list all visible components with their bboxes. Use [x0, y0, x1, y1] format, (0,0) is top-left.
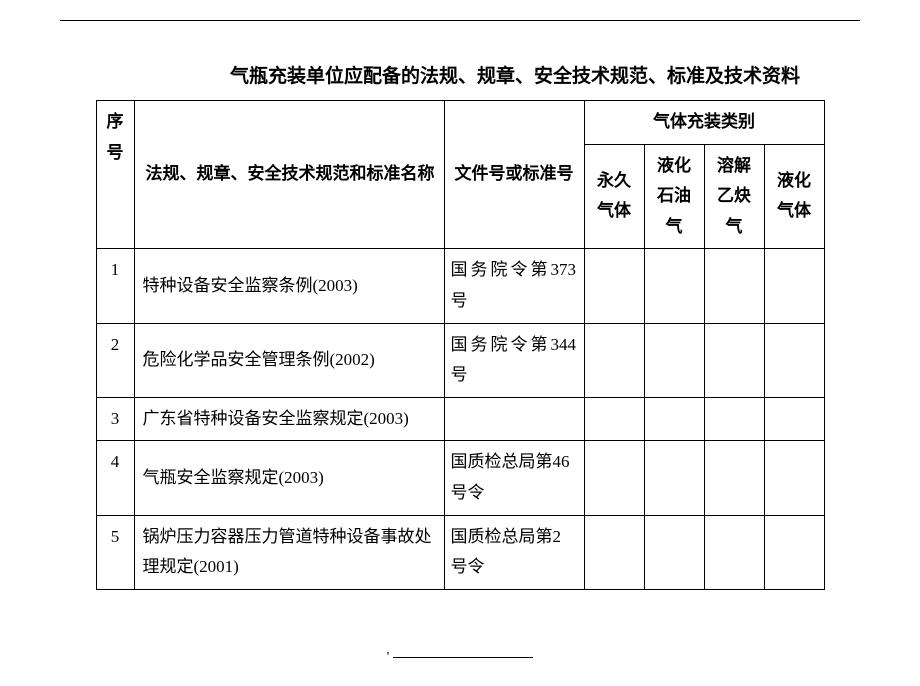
cell-category	[764, 249, 824, 323]
cell-category	[644, 515, 704, 589]
cell-category	[764, 441, 824, 515]
cell-category	[644, 441, 704, 515]
cell-seq: 1	[96, 249, 134, 323]
footer-mark: '	[40, 650, 880, 666]
cell-category	[704, 397, 764, 441]
cell-category	[764, 397, 824, 441]
regulation-table: 序号 法规、规章、安全技术规范和标准名称 文件号或标准号 气体充装类别 永久气体…	[96, 100, 825, 590]
header-seq: 序号	[96, 101, 134, 249]
cell-category	[704, 249, 764, 323]
cell-category	[584, 441, 644, 515]
cell-category	[704, 515, 764, 589]
cell-category	[644, 397, 704, 441]
table-row: 4气瓶安全监察规定(2003)国质检总局第46 号令	[96, 441, 824, 515]
table-row: 3广东省特种设备安全监察规定(2003)	[96, 397, 824, 441]
cell-category	[704, 323, 764, 397]
page-title: 气瓶充装单位应配备的法规、规章、安全技术规范、标准及技术资料	[150, 61, 880, 88]
header-cat1: 永久气体	[584, 144, 644, 249]
header-cat4: 液化气体	[764, 144, 824, 249]
cell-docno: 国质检总局第2 号令	[444, 515, 584, 589]
header-rule	[60, 20, 860, 21]
cell-category	[584, 397, 644, 441]
header-cat3: 溶解乙炔气	[704, 144, 764, 249]
header-docno: 文件号或标准号	[444, 101, 584, 249]
cell-category	[584, 323, 644, 397]
header-name: 法规、规章、安全技术规范和标准名称	[134, 101, 444, 249]
cell-category	[644, 323, 704, 397]
cell-name: 危险化学品安全管理条例(2002)	[134, 323, 444, 397]
cell-category	[764, 323, 824, 397]
cell-name: 特种设备安全监察条例(2003)	[134, 249, 444, 323]
cell-docno: 国务院令第344 号	[444, 323, 584, 397]
cell-seq: 2	[96, 323, 134, 397]
cell-seq: 5	[96, 515, 134, 589]
table-row: 1特种设备安全监察条例(2003)国务院令第373 号	[96, 249, 824, 323]
header-row-1: 序号 法规、规章、安全技术规范和标准名称 文件号或标准号 气体充装类别	[96, 101, 824, 145]
cell-name: 气瓶安全监察规定(2003)	[134, 441, 444, 515]
cell-docno	[444, 397, 584, 441]
cell-name: 广东省特种设备安全监察规定(2003)	[134, 397, 444, 441]
header-cat2: 液化石油气	[644, 144, 704, 249]
cell-seq: 4	[96, 441, 134, 515]
cell-seq: 3	[96, 397, 134, 441]
header-cat-group: 气体充装类别	[584, 101, 824, 145]
cell-docno: 国务院令第373 号	[444, 249, 584, 323]
table-row: 2危险化学品安全管理条例(2002)国务院令第344 号	[96, 323, 824, 397]
cell-category	[764, 515, 824, 589]
footer-line	[393, 657, 533, 658]
cell-name: 锅炉压力容器压力管道特种设备事故处理规定(2001)	[134, 515, 444, 589]
cell-category	[704, 441, 764, 515]
cell-category	[644, 249, 704, 323]
cell-category	[584, 515, 644, 589]
cell-docno: 国质检总局第46 号令	[444, 441, 584, 515]
table-row: 5锅炉压力容器压力管道特种设备事故处理规定(2001)国质检总局第2 号令	[96, 515, 824, 589]
cell-category	[584, 249, 644, 323]
table-body: 1特种设备安全监察条例(2003)国务院令第373 号2危险化学品安全管理条例(…	[96, 249, 824, 589]
